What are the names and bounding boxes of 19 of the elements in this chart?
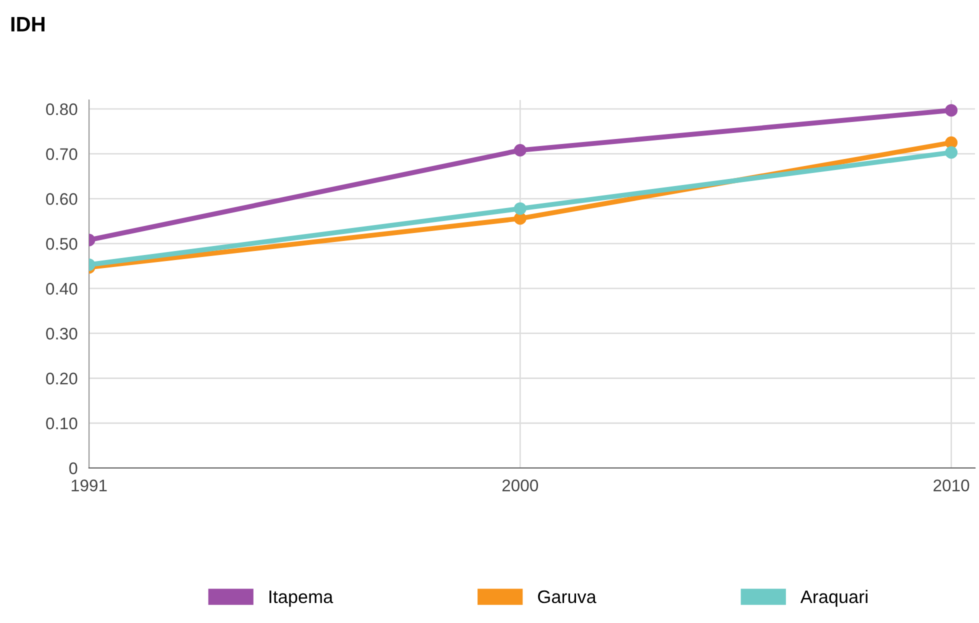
y-tick-label: 0.70 <box>46 148 78 160</box>
y-tick-label: 0.20 <box>46 372 78 384</box>
legend-label: Araquari <box>800 590 868 607</box>
point <box>945 146 958 159</box>
y-tick-label: 0.40 <box>46 282 78 295</box>
legend-label: Itapema <box>270 590 334 607</box>
point <box>945 104 958 117</box>
x-tick-label: 1991 <box>72 480 107 492</box>
y-tick-label: 0.80 <box>46 103 78 116</box>
y-tick-label: 0.60 <box>46 193 78 205</box>
y-tick-label: 0.10 <box>46 418 78 430</box>
legend-label: Garuva <box>538 590 596 604</box>
y-tick-label: 0.50 <box>46 238 78 250</box>
x-tick-label: 2010 <box>934 480 970 492</box>
x-tick-label: 2000 <box>502 480 538 492</box>
y-tick-label: 0.30 <box>46 328 78 340</box>
chart-title: IDH <box>11 17 44 32</box>
y-tick-label: 0 <box>69 462 78 474</box>
point <box>945 136 958 149</box>
